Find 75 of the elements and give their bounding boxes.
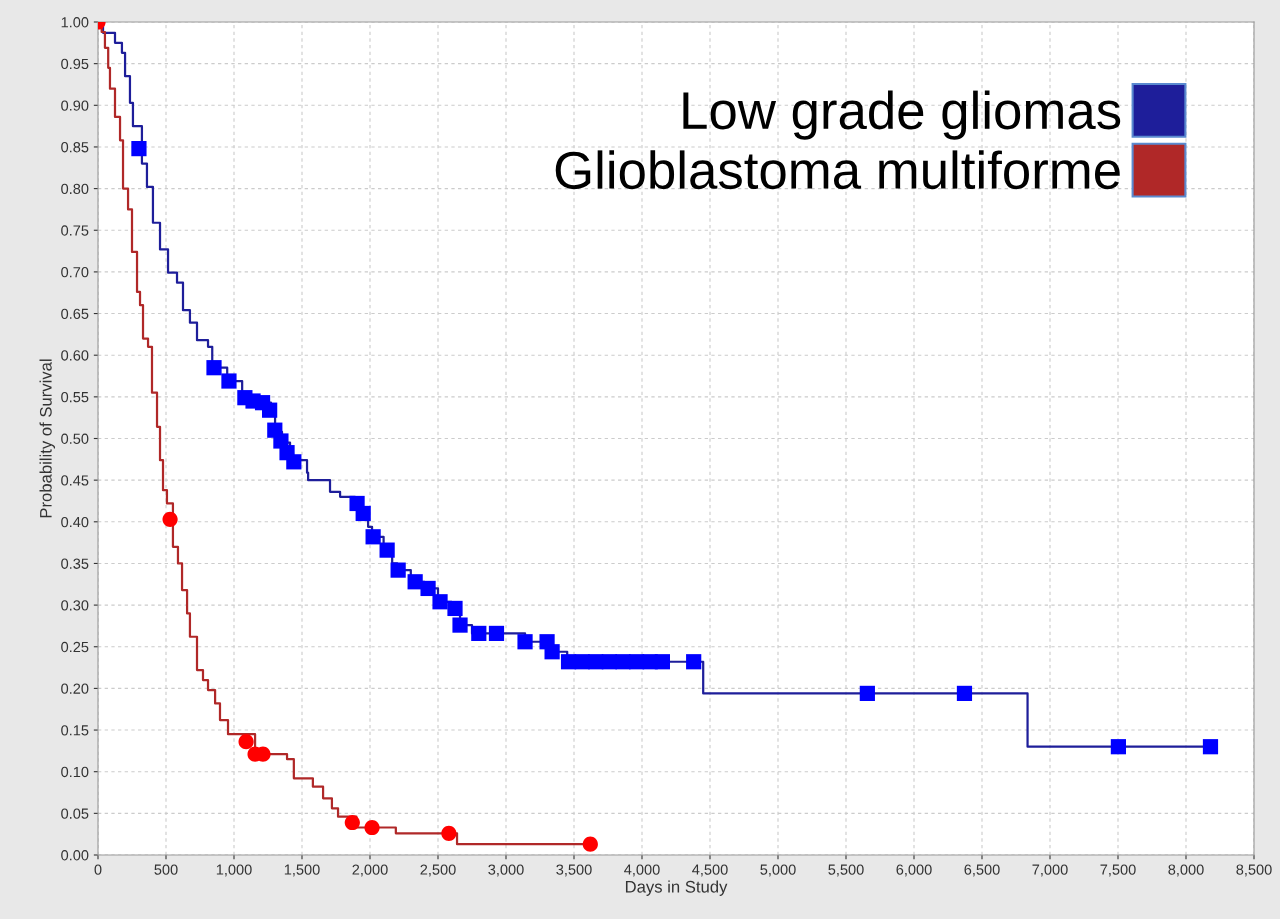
point — [355, 505, 371, 522]
point — [390, 562, 406, 578]
x-tick-label: 1,000 — [216, 864, 252, 877]
point — [560, 654, 577, 670]
y-tick-label: 0.10 — [61, 766, 89, 778]
point — [379, 542, 395, 558]
point — [447, 600, 463, 617]
point — [686, 654, 702, 670]
point — [344, 814, 360, 831]
x-tick-label: 6,500 — [964, 864, 1000, 877]
legend-label: Glioblastoma multiforme — [555, 150, 1120, 190]
x-tick-label: 6,000 — [896, 864, 932, 877]
x-tick-label: 8,000 — [1168, 864, 1204, 877]
y-tick-label: 0.95 — [61, 58, 89, 70]
point — [859, 685, 875, 702]
point — [956, 685, 973, 702]
y-tick-label: 0.25 — [61, 641, 89, 653]
y-tick-label: 0.00 — [61, 850, 89, 861]
y-tick-label: 0.20 — [61, 683, 89, 694]
legend-label: Low grade gliomas — [683, 90, 1121, 140]
x-tick-label: 3,500 — [556, 864, 592, 877]
y-tick-label: 0.35 — [61, 558, 89, 569]
point — [452, 617, 468, 633]
y-tick-label: 0.45 — [61, 475, 89, 486]
point — [1202, 739, 1219, 755]
point — [420, 580, 436, 597]
point — [517, 634, 533, 650]
x-tick-label: 2,000 — [352, 864, 388, 877]
x-tick-label: 7,500 — [1100, 864, 1136, 877]
point — [206, 360, 222, 376]
x-axis-title: Days in Study — [625, 880, 728, 896]
point — [286, 454, 302, 470]
x-tick-label: 1,500 — [284, 864, 320, 877]
x-tick-label: 3,000 — [488, 864, 524, 877]
point — [441, 825, 457, 841]
y-tick-label: 0.30 — [61, 600, 89, 611]
y-tick-label: 0.40 — [61, 516, 89, 528]
point — [544, 644, 560, 660]
point — [628, 654, 645, 670]
y-tick-label: 0.50 — [61, 433, 89, 444]
point — [1110, 739, 1127, 755]
point — [588, 654, 604, 670]
point — [364, 819, 380, 836]
x-tick-label: 8,500 — [1236, 864, 1272, 877]
x-tick-label: 5,500 — [828, 864, 864, 877]
point — [131, 141, 147, 157]
y-tick-label: 0.80 — [61, 183, 89, 195]
y-tick-label: 0.05 — [61, 808, 89, 819]
point — [654, 654, 671, 670]
x-tick-label: 500 — [154, 864, 178, 875]
x-tick-label: 5,000 — [760, 864, 796, 877]
y-tick-label: 0.75 — [61, 225, 89, 236]
y-tick-label: 0.65 — [61, 308, 89, 319]
point — [365, 529, 381, 545]
x-tick-label: 2,500 — [420, 864, 456, 877]
point — [238, 734, 254, 750]
point — [488, 625, 505, 642]
y-tick-label: 0.55 — [61, 391, 89, 403]
x-tick-label: 7,000 — [1032, 864, 1068, 877]
y-tick-label: 0.90 — [61, 100, 89, 111]
y-tick-label: 1.00 — [61, 17, 89, 28]
y-tick-label: 0.85 — [61, 142, 89, 153]
point — [471, 625, 487, 642]
y-tick-label: 0.15 — [61, 725, 89, 736]
point — [162, 511, 178, 527]
x-tick-label: 4,500 — [692, 864, 728, 877]
point — [582, 836, 598, 852]
y-tick-label: 0.70 — [61, 267, 89, 278]
y-axis-title: Probability of Survival — [39, 359, 56, 518]
x-tick-label: 0 — [94, 864, 102, 875]
point — [262, 402, 278, 418]
x-tick-label: 4,000 — [624, 864, 660, 877]
y-tick-label: 0.60 — [61, 350, 89, 361]
point — [221, 373, 237, 389]
point — [432, 594, 448, 610]
